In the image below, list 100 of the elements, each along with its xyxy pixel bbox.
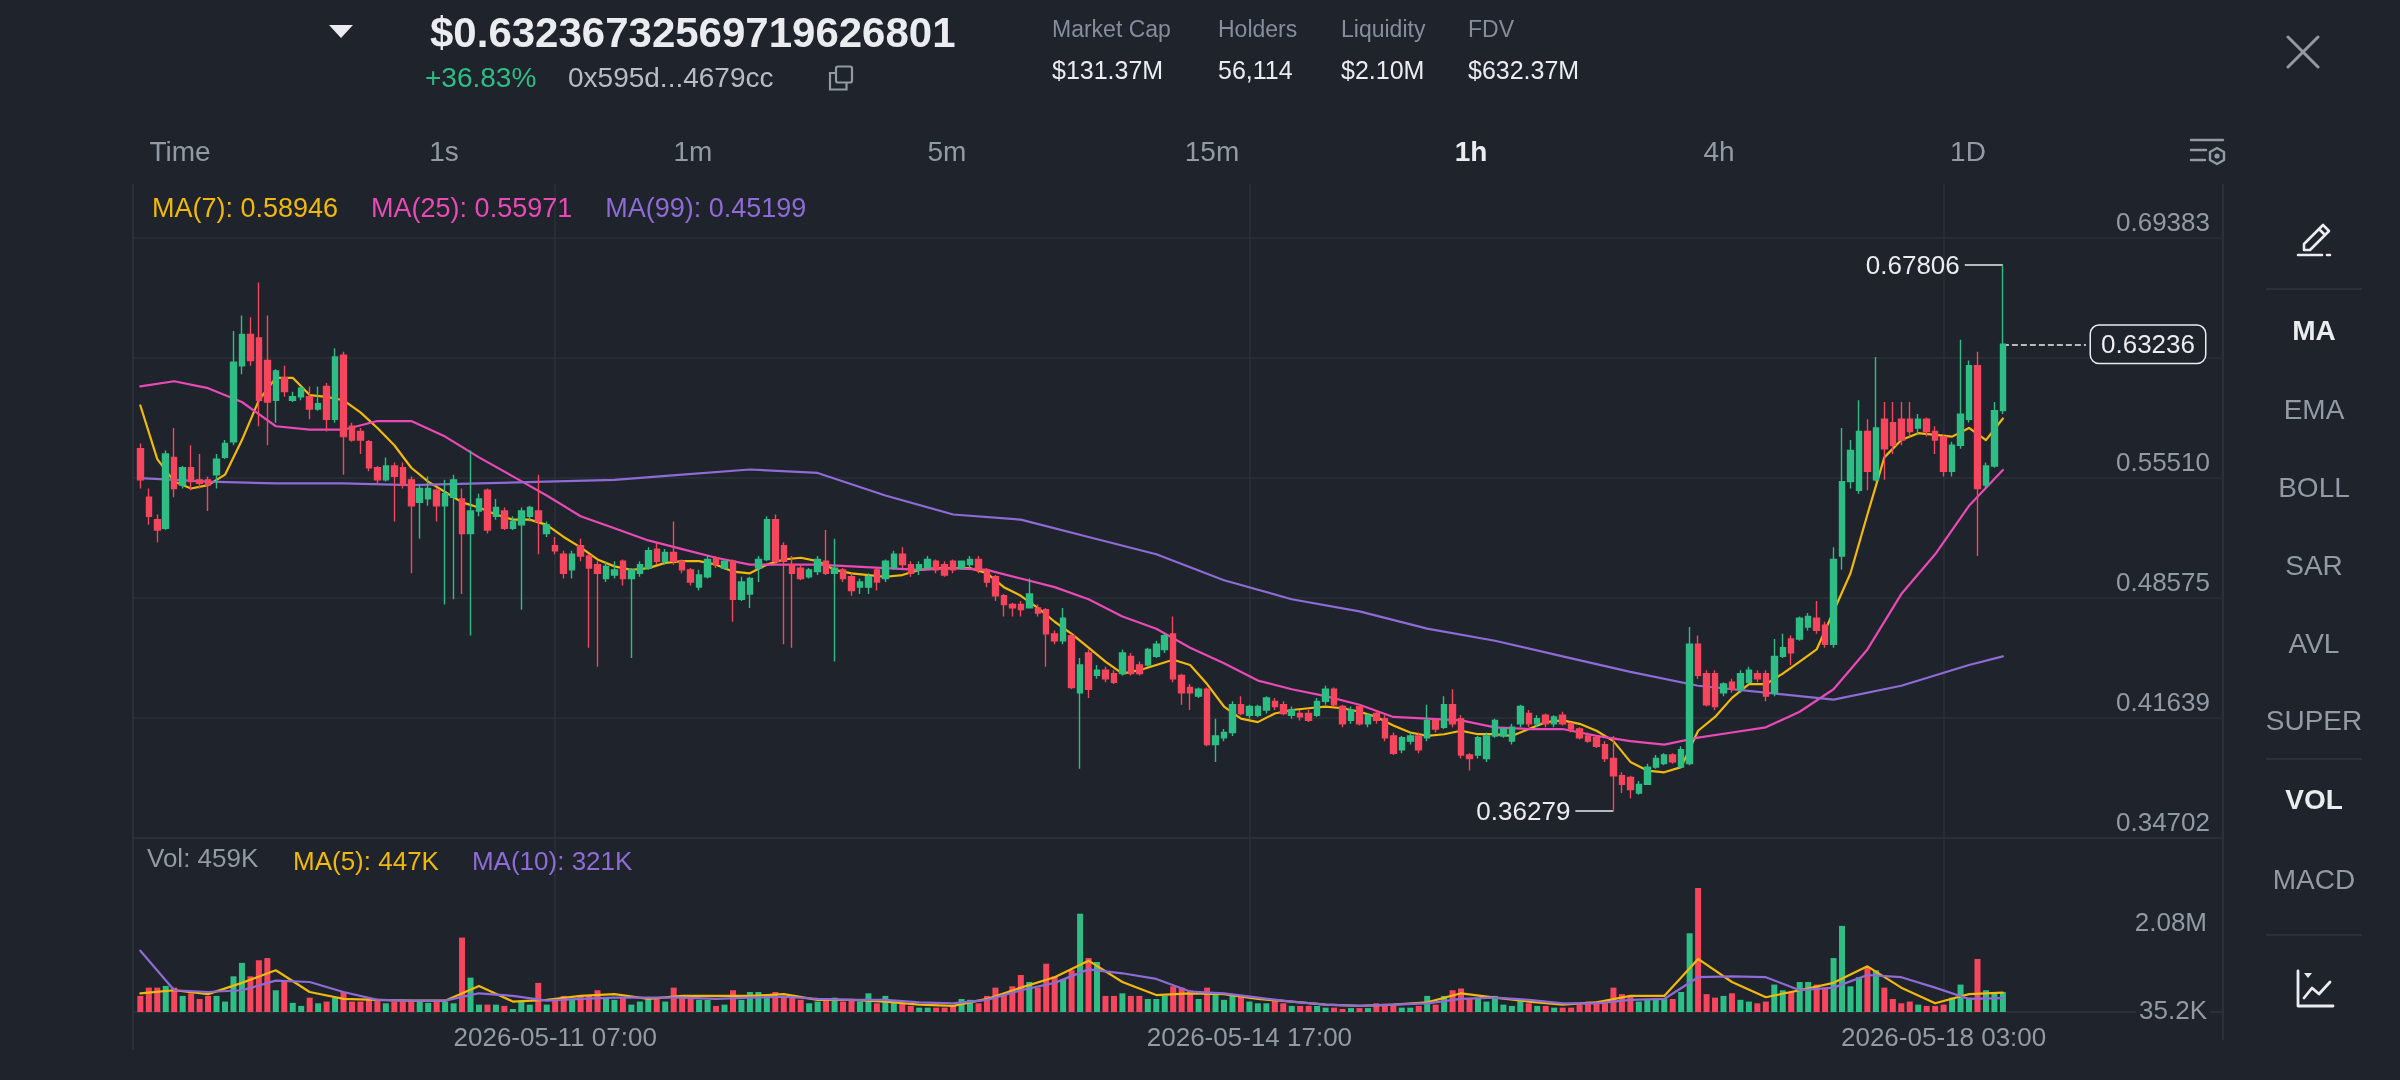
- text: FDV: [1468, 15, 1514, 43]
- bar: [1254, 1003, 1261, 1012]
- y-tick-label: 0.48575: [2116, 566, 2210, 597]
- bar: [704, 999, 711, 1012]
- text: MA(5): 447K: [293, 846, 440, 876]
- bar: [1686, 933, 1693, 1012]
- bar: [526, 1004, 533, 1012]
- bar: [357, 1001, 364, 1012]
- bar: [1678, 991, 1685, 1012]
- bar: [543, 1004, 550, 1012]
- annotation: 0.67806: [1865, 250, 1960, 281]
- bar: [1110, 995, 1117, 1012]
- bar: [416, 1001, 423, 1012]
- text: MA(99): 0.45199: [605, 192, 807, 223]
- bar: [459, 937, 466, 1012]
- text: $131.37M: [1052, 55, 1164, 85]
- annotation: Vol: 459K: [147, 843, 259, 874]
- bar: [1864, 967, 1871, 1012]
- bar: [1246, 1001, 1253, 1012]
- bar: [1127, 995, 1134, 1012]
- bar: [1043, 963, 1050, 1012]
- bar: [1737, 999, 1744, 1012]
- text: VOL: [2285, 783, 2343, 817]
- bar: [332, 997, 339, 1012]
- bar: [1339, 1008, 1346, 1012]
- bar: [315, 1003, 322, 1012]
- bar: [933, 1007, 940, 1012]
- bar: [1144, 998, 1151, 1012]
- bar: [1534, 1005, 1541, 1012]
- bar: [205, 995, 212, 1012]
- bar: [1398, 1007, 1405, 1012]
- bar: [1669, 998, 1676, 1012]
- bar: [941, 1007, 948, 1012]
- bar: [264, 958, 271, 1012]
- bar: [1703, 994, 1710, 1012]
- bar: [1940, 1004, 1947, 1012]
- chart-title: $0.63236732569719626801: [430, 8, 956, 56]
- text: 1m: [673, 135, 713, 169]
- bar: [1915, 1004, 1922, 1012]
- bar: [1153, 998, 1160, 1012]
- bar: [1407, 1007, 1414, 1012]
- bar: [806, 1003, 813, 1012]
- bar: [1932, 1005, 1939, 1012]
- bar: [1728, 993, 1735, 1012]
- bar: [1830, 958, 1837, 1012]
- bar: [391, 1001, 398, 1012]
- bar: [213, 995, 220, 1012]
- bar: [425, 1002, 432, 1012]
- text: 56,114: [1218, 55, 1293, 85]
- bar: [1288, 1005, 1295, 1012]
- text: Market Cap: [1052, 15, 1171, 43]
- bar: [1762, 1001, 1769, 1012]
- bar: [1161, 995, 1168, 1012]
- bar: [1305, 1005, 1312, 1012]
- bar: [399, 1001, 406, 1012]
- bar: [1822, 987, 1829, 1012]
- bar: [501, 1005, 508, 1012]
- text: MA: [2292, 314, 2336, 348]
- bar: [492, 1004, 499, 1012]
- bar: [1635, 1001, 1642, 1012]
- annotation: 0.36279: [1476, 795, 1571, 826]
- bar: [1745, 1001, 1752, 1012]
- bar: [137, 995, 144, 1012]
- bar: [713, 1005, 720, 1012]
- text: 0x595d...4679cc: [568, 61, 774, 95]
- bar: [1331, 1007, 1338, 1012]
- bar: [1906, 1001, 1913, 1012]
- bar: [1094, 961, 1101, 1012]
- bar: [1847, 986, 1854, 1012]
- bar: [1644, 999, 1651, 1012]
- bar: [916, 1007, 923, 1012]
- bar: [475, 1004, 482, 1012]
- bar: [1923, 1005, 1930, 1012]
- bar: [281, 981, 288, 1012]
- bar: [1712, 997, 1719, 1012]
- text: Holders: [1218, 15, 1298, 43]
- bar: [222, 1001, 229, 1012]
- bar: [535, 982, 542, 1012]
- bar: [1314, 1005, 1321, 1012]
- text: MA(7): 0.58946: [152, 192, 339, 223]
- bar: [569, 999, 576, 1012]
- text: 1s: [429, 135, 459, 169]
- bar: [1551, 1007, 1558, 1012]
- bar: [1364, 1008, 1371, 1012]
- bar: [1796, 981, 1803, 1012]
- bar: [1754, 1003, 1761, 1012]
- bar: [1542, 1005, 1549, 1012]
- bar: [1889, 998, 1896, 1012]
- bar: [1390, 1005, 1397, 1012]
- bar: [1483, 1001, 1490, 1012]
- bar: [484, 1004, 491, 1012]
- bar: [298, 1005, 305, 1012]
- bar: [1720, 995, 1727, 1012]
- y-tick-label: 2.08M: [2134, 906, 2207, 937]
- text: 1h: [1454, 135, 1488, 169]
- bar: [442, 1001, 449, 1012]
- bar: [162, 985, 169, 1012]
- bar: [628, 1004, 635, 1012]
- bar: [1322, 1007, 1329, 1012]
- bar: [1432, 1004, 1439, 1012]
